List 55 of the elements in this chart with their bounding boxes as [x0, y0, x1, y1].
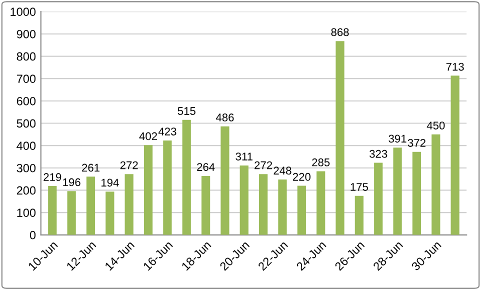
bar [220, 126, 230, 235]
data-label: 486 [216, 114, 234, 122]
y-tick-label: 500 [16, 119, 36, 128]
data-label: 264 [197, 163, 215, 171]
y-tick-label: 900 [16, 30, 36, 38]
data-label: 272 [254, 161, 272, 170]
data-label: 261 [82, 164, 100, 172]
data-label: 402 [139, 132, 157, 140]
data-label: 194 [101, 178, 119, 187]
bar [144, 145, 153, 235]
y-tick-label: 0 [30, 230, 36, 240]
bar [278, 180, 287, 235]
data-label: 391 [388, 134, 406, 143]
data-label: 285 [312, 158, 330, 166]
data-label: 175 [350, 183, 368, 191]
bar [67, 191, 76, 235]
y-tick-label: 800 [16, 52, 36, 61]
bar [182, 120, 191, 235]
bar [450, 76, 460, 235]
data-label: 248 [274, 166, 292, 175]
data-label: 423 [158, 128, 176, 136]
y-tick-label: 400 [16, 142, 36, 150]
data-label: 372 [408, 138, 426, 147]
data-label: 196 [63, 178, 80, 186]
data-label: 515 [178, 107, 196, 115]
y-tick-label: 700 [16, 74, 36, 83]
data-label: 868 [331, 28, 349, 36]
bar [86, 176, 96, 235]
bar [124, 174, 134, 235]
data-label: 220 [292, 172, 310, 181]
bar [201, 176, 210, 235]
bar [316, 171, 326, 235]
y-tick-label: 100 [17, 208, 36, 217]
bar [393, 148, 402, 235]
data-label: 219 [44, 173, 62, 182]
bar [412, 152, 422, 235]
bar [240, 165, 248, 235]
bar [259, 174, 268, 235]
data-label: 450 [426, 122, 445, 130]
bar [297, 186, 306, 235]
data-label: 323 [370, 150, 388, 158]
bar [374, 162, 383, 235]
bar [354, 196, 364, 235]
bar [48, 186, 57, 235]
bar [432, 134, 440, 235]
data-label: 311 [236, 152, 252, 160]
data-label: 713 [446, 62, 464, 71]
y-tick-label: 600 [16, 96, 36, 106]
y-tick-label: 1000 [10, 8, 36, 16]
data-label: 272 [120, 161, 138, 170]
y-tick-label: 300 [16, 164, 36, 172]
bar [336, 41, 344, 235]
y-tick-label: 200 [16, 186, 36, 195]
bar [106, 192, 114, 235]
bar [163, 140, 172, 235]
